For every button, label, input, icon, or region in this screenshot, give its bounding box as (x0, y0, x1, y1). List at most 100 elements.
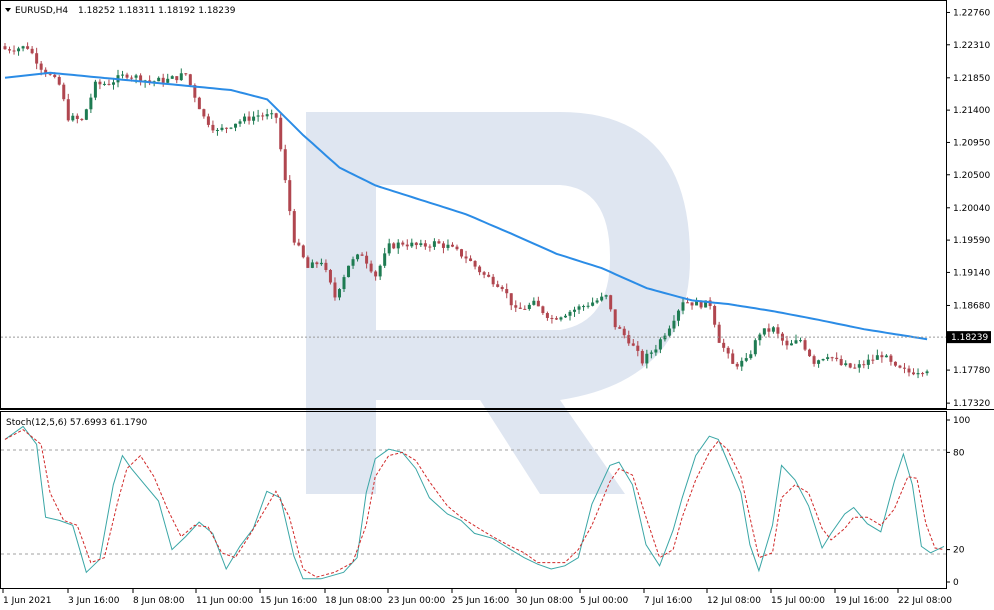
stoch-axis: 100 80 20 0 (946, 416, 970, 588)
time-tick-label: 30 Jun 08:00 (516, 596, 573, 606)
candle (514, 300, 518, 312)
stoch-tick-label: 0 (953, 578, 959, 588)
candle (853, 363, 857, 369)
candle (925, 369, 929, 376)
candle (577, 304, 581, 314)
candle (17, 46, 21, 56)
symbol-timeframe: EURUSD,H4 (15, 6, 68, 16)
candle (337, 288, 341, 301)
candle (848, 362, 852, 369)
candle (785, 335, 789, 350)
candle (857, 360, 861, 373)
candle (21, 45, 25, 52)
dropdown-triangle-icon[interactable] (5, 8, 11, 12)
candle (292, 208, 296, 246)
candle (342, 274, 346, 292)
candle (708, 297, 712, 310)
candle (139, 73, 143, 86)
candle (767, 323, 771, 338)
candle (324, 259, 328, 273)
candle (554, 316, 558, 321)
candle (726, 346, 730, 359)
price-tick-label: 1.22760 (953, 8, 990, 18)
stoch-main-line (4, 425, 945, 580)
candle (243, 113, 247, 124)
candle (604, 294, 608, 300)
candle (450, 242, 454, 248)
candle (469, 255, 473, 262)
candle (731, 349, 735, 364)
candle (545, 311, 549, 321)
price-tick-label: 1.17780 (953, 366, 990, 376)
candle (437, 239, 441, 244)
candle (735, 362, 739, 370)
candle (224, 127, 228, 134)
ohlc-values: 1.18252 1.18311 1.18192 1.18239 (78, 6, 236, 16)
candle (799, 337, 803, 343)
candle (518, 302, 522, 310)
time-tick-label: 8 Jun 08:00 (133, 596, 185, 606)
candle (812, 354, 816, 367)
price-tick-label: 1.21850 (953, 74, 990, 84)
candle (252, 111, 256, 125)
candle (229, 127, 233, 130)
candle (613, 309, 617, 330)
candle (423, 240, 427, 250)
candle (672, 315, 676, 333)
candle (591, 297, 595, 307)
candle (600, 292, 604, 302)
candle (663, 333, 667, 342)
candle (460, 248, 464, 259)
candle (595, 298, 599, 304)
time-tick-label: 12 Jul 08:00 (707, 596, 761, 606)
candle (667, 325, 671, 338)
candle (360, 252, 364, 256)
candle (301, 244, 305, 259)
candle (532, 297, 536, 306)
moving-average-line (4, 71, 928, 341)
candle (410, 238, 414, 248)
stoch-tick-label: 20 (953, 546, 965, 556)
candle (75, 113, 79, 124)
candle (365, 251, 369, 269)
candle (541, 305, 545, 315)
candle (102, 81, 106, 86)
candle (8, 46, 12, 54)
candle (297, 238, 301, 247)
candle (889, 354, 893, 366)
candle (509, 293, 513, 311)
candle (35, 47, 39, 70)
candle (288, 175, 292, 216)
candle (306, 255, 310, 269)
candle (179, 68, 183, 81)
candle (473, 260, 477, 270)
candle (270, 109, 274, 119)
symbol-header: EURUSD,H4 1.18252 1.18311 1.18192 1.1823… (5, 6, 236, 16)
candle (347, 265, 351, 278)
candle (776, 324, 780, 339)
candle (830, 356, 834, 362)
candle (505, 283, 509, 299)
price-axis: 1.22760 1.22310 1.21850 1.21400 1.20950 1.205… (946, 8, 990, 409)
candle (780, 331, 784, 346)
candle (654, 344, 658, 356)
candle (898, 364, 902, 369)
candle (803, 338, 807, 352)
candle (826, 353, 830, 361)
watermark-logo (306, 112, 690, 494)
candle (740, 357, 744, 371)
candle (419, 239, 423, 247)
candle (487, 271, 491, 278)
candle (496, 280, 500, 288)
time-tick-label: 1 Jun 2021 (3, 596, 51, 606)
candle (527, 302, 531, 311)
candle (523, 305, 527, 310)
candle (586, 302, 590, 309)
candle (762, 328, 766, 337)
candle (618, 325, 622, 329)
candle (26, 42, 30, 50)
candle (310, 259, 314, 269)
candles-group (3, 42, 929, 379)
stoch-tick-label: 100 (953, 416, 970, 426)
